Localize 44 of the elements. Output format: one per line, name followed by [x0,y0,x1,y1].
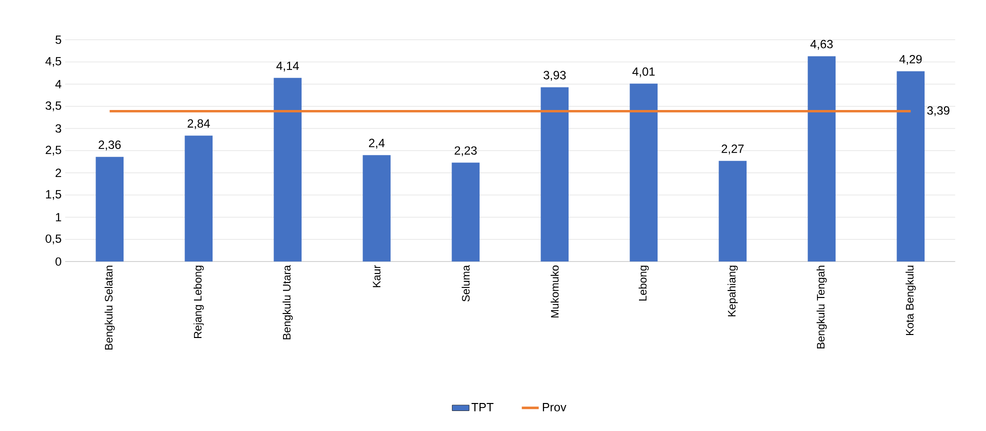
x-tick-label: Seluma [462,265,470,302]
x-tick-label: Kepahiang [728,266,738,316]
legend-label: TPT [472,403,494,412]
x-tick-label: Kaur [372,265,380,288]
data-label: 2,23 [454,146,477,156]
bar [540,87,569,262]
data-label: 2,4 [369,138,385,149]
y-tick-label: 2 [56,168,62,178]
bar [274,78,302,262]
x-tick-label: Bengkulu Tengah [816,266,827,349]
data-label: 4,01 [632,68,655,78]
data-label: 2,36 [98,140,121,151]
bar [362,155,391,262]
data-label: 3,39 [927,106,950,116]
data-label: 4,14 [276,62,299,72]
x-tick-label: Mukomuko [550,266,559,318]
data-label: 4,29 [899,55,922,65]
y-tick-label: 0,5 [46,234,62,244]
x-tick-label: Lebong [638,266,649,301]
bar [630,84,658,262]
x-tick-label: Kota Bengkulu [906,266,916,336]
bar [184,136,213,262]
y-tick-label: 1,5 [46,190,62,200]
data-label: 2,84 [188,119,210,130]
data-label: 2,27 [722,144,744,155]
y-tick-label: 0 [56,258,62,266]
y-tick-label: 4,5 [45,57,62,68]
y-tick-label: 1 [56,213,62,222]
y-tick-label: 3 [56,124,62,133]
y-tick-label: 4 [55,80,62,88]
x-tick-label: Rejang Lebong [194,266,204,338]
bar [452,162,480,262]
bar [96,157,124,262]
y-tick-label: 3,5 [46,102,62,112]
data-label: 3,93 [544,71,566,81]
bar [718,161,747,262]
y-tick-label: 2,5 [46,146,62,156]
x-tick-label: Bengkulu Utara [282,265,293,340]
legend-label: Prov [542,403,566,412]
x-tick-label: Bengkulu Selatan [104,266,115,350]
bar [808,56,836,262]
bar [896,71,925,262]
y-tick-label: 5 [56,36,62,44]
data-label: 4,63 [810,40,833,50]
